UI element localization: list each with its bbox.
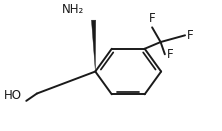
Text: NH₂: NH₂ bbox=[62, 3, 84, 16]
Polygon shape bbox=[91, 20, 96, 70]
Text: F: F bbox=[149, 12, 155, 25]
Text: F: F bbox=[167, 48, 174, 61]
Text: HO: HO bbox=[4, 89, 22, 102]
Text: F: F bbox=[187, 29, 194, 42]
